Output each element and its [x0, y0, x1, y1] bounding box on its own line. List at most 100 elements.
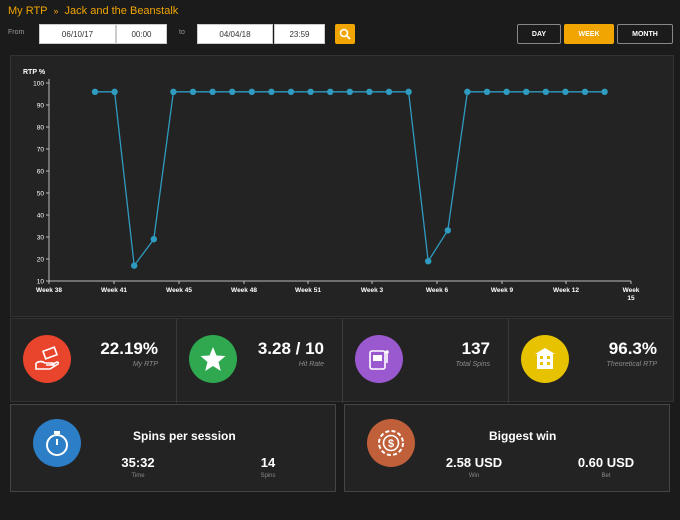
chart-y-axis-title: RTP %: [23, 69, 46, 76]
y-tick-label: 70: [37, 147, 45, 154]
rtp-data-point: [601, 88, 608, 95]
rtp-data-point: [581, 88, 589, 95]
stat-theoretical-rtp-value: 96.3%: [608, 339, 657, 358]
rtp-data-point: [248, 88, 255, 95]
stat-hit-rate: 3.28 / 10 Hit Rate: [177, 319, 343, 403]
biggest-win-bet-value: 0.60 USD: [577, 455, 635, 470]
x-tick-label: Week 12: [553, 287, 579, 294]
x-tick-label: Week 41: [101, 287, 127, 294]
rtp-data-point: [346, 88, 353, 95]
y-tick-label: 30: [37, 235, 45, 242]
period-month-button[interactable]: MONTH: [617, 24, 673, 44]
biggest-win-win-value: 2.58 USD: [445, 455, 503, 470]
x-tick-label: Week: [623, 287, 640, 294]
y-tick-label: 80: [37, 125, 45, 132]
breadcrumb-root-link[interactable]: My RTP: [8, 5, 48, 17]
stat-total-spins-caption: Total Spins: [455, 361, 490, 368]
biggest-win-panel: $ Biggest win 2.58 USD Win 0.60 USD Bet: [344, 404, 670, 492]
rtp-data-point: [170, 88, 177, 95]
spins-session-spins-caption: Spins: [260, 473, 276, 479]
period-week-button[interactable]: WEEK: [564, 24, 614, 44]
building-icon: [535, 348, 555, 369]
biggest-win-circle: $: [367, 419, 415, 467]
from-label: From: [8, 29, 25, 36]
y-tick-label: 20: [37, 257, 45, 264]
rtp-data-point: [229, 88, 236, 95]
stats-row: 22.19% My RTP 3.28 / 10 Hit Rate 137 Tot…: [10, 318, 674, 403]
y-tick-label: 60: [37, 169, 45, 176]
spins-session-spins-value: 14: [260, 455, 276, 470]
stat-my-rtp-circle: [23, 335, 71, 383]
rtp-data-point: [464, 88, 471, 95]
rtp-data-point: [307, 88, 314, 95]
rtp-data-point: [111, 88, 118, 95]
x-tick-label: Week 45: [166, 287, 192, 294]
rtp-data-point: [562, 88, 569, 95]
stat-hit-rate-circle: [189, 335, 237, 383]
x-tick-label: Week 3: [361, 287, 384, 294]
rtp-data-point: [150, 236, 157, 243]
rtp-data-point: [91, 88, 99, 95]
rtp-data-point: [366, 88, 373, 95]
stat-hit-rate-caption: Hit Rate: [298, 361, 324, 368]
x-tick-label: Week 48: [231, 287, 257, 294]
rtp-data-point: [189, 88, 197, 95]
spins-session-time-caption: Time: [131, 473, 145, 479]
y-tick-label: 100: [33, 81, 44, 88]
date-filter-bar: From 06/10/17 00:00 to 04/04/18 23:59 DA…: [8, 24, 673, 44]
stopwatch-icon: [46, 431, 68, 456]
x-tick-label: Week 38: [36, 287, 62, 294]
rtp-data-point: [405, 88, 412, 95]
biggest-win-bet-caption: Bet: [601, 473, 611, 479]
rtp-data-point: [503, 88, 510, 95]
spins-per-session-panel: Spins per session 35:32 Time 14 Spins: [10, 404, 336, 492]
rtp-data-point: [523, 88, 530, 95]
spins-session-time-value: 35:32: [121, 455, 155, 470]
search-button[interactable]: [335, 24, 355, 44]
biggest-win-title: Biggest win: [489, 429, 557, 443]
stat-total-spins-value: 137: [461, 339, 490, 358]
from-time-input[interactable]: 00:00: [116, 24, 167, 44]
y-tick-label: 90: [37, 103, 45, 110]
rtp-data-point: [385, 88, 393, 95]
svg-text:$: $: [388, 438, 394, 450]
breadcrumb-separator: »: [53, 6, 59, 16]
x-tick-label: Week 9: [491, 287, 514, 294]
rtp-data-point: [131, 262, 138, 269]
stat-theoretical-rtp-circle: [521, 335, 569, 383]
rtp-data-point: [483, 88, 491, 95]
biggest-win-win-caption: Win: [468, 473, 480, 479]
stat-total-spins-circle: [355, 335, 403, 383]
x-tick-label-cont: 15: [627, 295, 635, 302]
breadcrumb: My RTP » Jack and the Beanstalk: [8, 5, 178, 17]
to-label: to: [179, 29, 185, 36]
breadcrumb-current: Jack and the Beanstalk: [64, 5, 179, 17]
stat-my-rtp: 22.19% My RTP: [11, 319, 177, 403]
rtp-data-point: [542, 88, 549, 95]
stat-my-rtp-value: 22.19%: [100, 339, 158, 358]
rtp-data-point: [444, 227, 451, 234]
star-icon: [200, 347, 226, 371]
spins-session-title: Spins per session: [133, 429, 236, 443]
y-tick-label: 50: [37, 191, 45, 198]
to-time-input[interactable]: 23:59: [274, 24, 325, 44]
x-tick-label: Week 6: [426, 287, 449, 294]
stat-hit-rate-value: 3.28 / 10: [257, 339, 324, 358]
casino-chip-icon: $: [378, 430, 404, 456]
rtp-data-point: [287, 88, 295, 95]
stat-my-rtp-caption: My RTP: [132, 361, 158, 368]
stat-theoretical-rtp-caption: Theoretical RTP: [606, 361, 657, 368]
rtp-data-point: [209, 88, 216, 95]
rtp-data-point: [268, 88, 275, 95]
search-icon: [339, 28, 351, 40]
y-tick-label: 10: [37, 279, 45, 286]
slot-machine-icon: [369, 350, 389, 370]
spins-session-circle: [33, 419, 81, 467]
from-date-input[interactable]: 06/10/17: [39, 24, 116, 44]
stat-total-spins: 137 Total Spins: [343, 319, 509, 403]
y-tick-label: 40: [37, 213, 45, 220]
to-date-input[interactable]: 04/04/18: [197, 24, 273, 44]
period-day-button[interactable]: DAY: [517, 24, 561, 44]
hand-money-icon: [35, 346, 60, 370]
